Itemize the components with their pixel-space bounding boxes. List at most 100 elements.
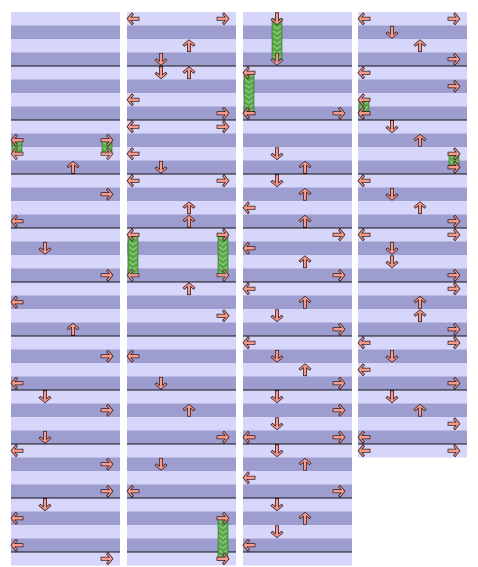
hold-texture xyxy=(218,544,228,549)
hold-texture xyxy=(272,40,282,45)
beat-stripe xyxy=(243,376,352,390)
beat-stripe xyxy=(358,160,467,174)
beat-stripe xyxy=(358,403,467,417)
beat-stripe xyxy=(127,106,236,120)
beat-stripe xyxy=(358,79,467,93)
beat-stripe xyxy=(127,241,236,255)
hold-texture xyxy=(244,99,254,104)
beat-stripe xyxy=(11,187,120,201)
beat-stripe xyxy=(243,349,352,363)
hold-texture xyxy=(218,524,228,529)
beat-stripe xyxy=(11,457,120,471)
beat-stripe xyxy=(358,106,467,120)
beat-stripe xyxy=(358,295,467,309)
beat-stripe xyxy=(11,403,120,417)
beat-stripe xyxy=(358,133,467,147)
beat-stripe xyxy=(11,241,120,255)
beat-stripe xyxy=(127,214,236,228)
hold-texture xyxy=(218,529,228,534)
beat-stripe xyxy=(127,511,236,525)
beat-stripe xyxy=(243,160,352,174)
beat-stripe xyxy=(127,160,236,174)
beat-stripe xyxy=(358,268,467,282)
beat-stripe xyxy=(243,484,352,498)
beat-stripe xyxy=(11,430,120,444)
beat-stripe xyxy=(127,322,236,336)
beat-stripe xyxy=(243,79,352,93)
beat-stripe xyxy=(243,511,352,525)
hold-texture xyxy=(272,30,282,35)
beat-stripe xyxy=(127,52,236,66)
hold-texture xyxy=(128,256,138,261)
hold-texture xyxy=(218,534,228,539)
beat-stripe xyxy=(127,403,236,417)
hold-texture xyxy=(244,84,254,89)
beat-stripe xyxy=(358,376,467,390)
beat-stripe xyxy=(358,25,467,39)
beat-stripe xyxy=(11,484,120,498)
hold-texture xyxy=(244,89,254,94)
beat-stripe xyxy=(243,106,352,120)
beat-stripe xyxy=(127,295,236,309)
beat-stripe xyxy=(243,214,352,228)
hold-texture xyxy=(218,539,228,544)
beat-stripe xyxy=(243,430,352,444)
beat-stripe xyxy=(11,511,120,525)
hold-texture xyxy=(272,35,282,40)
chart-column xyxy=(11,12,120,566)
beat-stripe xyxy=(358,241,467,255)
hold-texture xyxy=(128,241,138,246)
hold-texture xyxy=(244,94,254,99)
beat-stripe xyxy=(358,214,467,228)
hold-texture xyxy=(128,246,138,251)
hold-texture xyxy=(218,246,228,251)
beat-stripe xyxy=(127,457,236,471)
beat-stripe xyxy=(243,133,352,147)
beat-stripe xyxy=(127,268,236,282)
beat-stripe xyxy=(358,52,467,66)
beat-stripe xyxy=(243,241,352,255)
beat-stripe xyxy=(11,268,120,282)
beat-stripe xyxy=(127,79,236,93)
hold-texture xyxy=(244,79,254,84)
beat-stripe xyxy=(11,376,120,390)
beat-stripe xyxy=(11,160,120,174)
beat-stripe xyxy=(11,106,120,120)
beat-stripe xyxy=(243,322,352,336)
beat-stripe xyxy=(243,457,352,471)
hold-texture xyxy=(218,256,228,261)
beat-stripe xyxy=(11,25,120,39)
beat-stripe xyxy=(11,322,120,336)
beat-stripe xyxy=(11,79,120,93)
hold-texture xyxy=(218,241,228,246)
hold-texture xyxy=(128,251,138,256)
hold-texture xyxy=(128,261,138,266)
beat-stripe xyxy=(127,484,236,498)
beat-stripe xyxy=(243,52,352,66)
beat-stripe xyxy=(11,52,120,66)
hold-texture xyxy=(272,25,282,30)
hold-texture xyxy=(218,261,228,266)
chart-column xyxy=(127,12,236,566)
beat-stripe xyxy=(243,295,352,309)
beat-stripe xyxy=(11,295,120,309)
beat-stripe xyxy=(127,133,236,147)
beat-stripe xyxy=(243,538,352,552)
beat-stripe xyxy=(358,322,467,336)
beat-stripe xyxy=(127,430,236,444)
beat-stripe xyxy=(11,133,120,147)
beat-stripe xyxy=(127,376,236,390)
beat-stripe xyxy=(243,403,352,417)
chart-column xyxy=(243,12,352,566)
beat-stripe xyxy=(11,538,120,552)
beat-stripe xyxy=(127,349,236,363)
beat-stripe xyxy=(11,349,120,363)
beat-stripe xyxy=(358,430,467,444)
beat-stripe xyxy=(127,25,236,39)
beat-stripe xyxy=(127,538,236,552)
hold-texture xyxy=(218,251,228,256)
beat-stripe xyxy=(243,187,352,201)
hold-texture xyxy=(272,45,282,50)
beat-stripe xyxy=(243,25,352,39)
